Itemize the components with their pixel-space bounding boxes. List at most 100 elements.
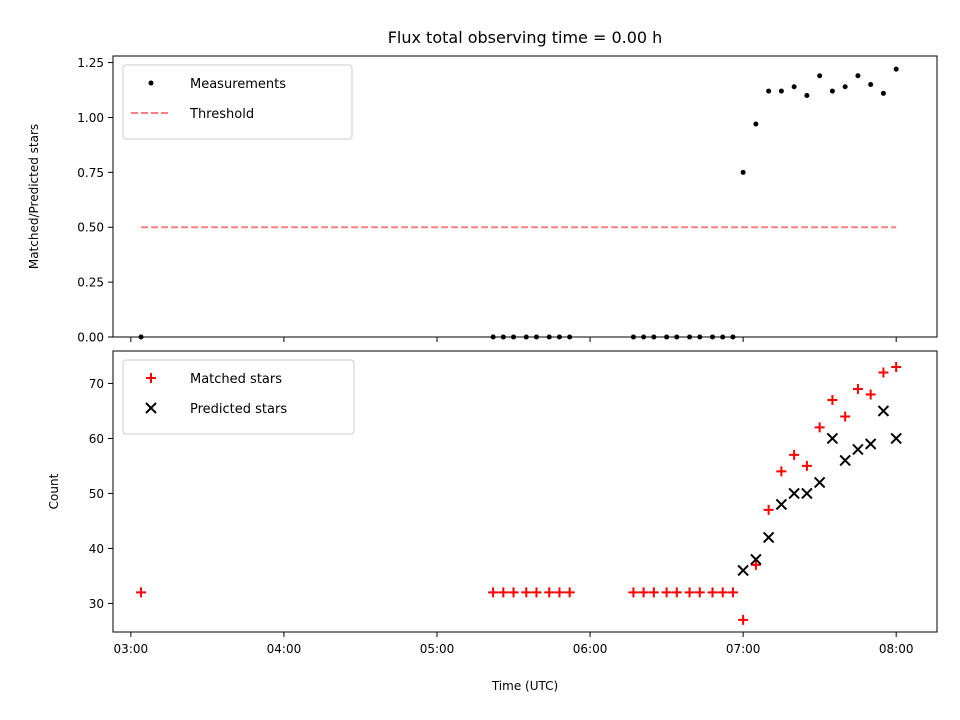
- data-point: [852, 443, 864, 456]
- data-point: [775, 498, 788, 511]
- bottom-series-predicted-stars: [737, 405, 902, 577]
- data-point: [707, 587, 718, 598]
- legend-marker-handle: [145, 402, 157, 414]
- data-point: [720, 334, 726, 340]
- data-point: [511, 334, 517, 340]
- data-point: [546, 334, 552, 340]
- data-point: [814, 422, 825, 433]
- data-point: [567, 334, 573, 340]
- data-point: [789, 449, 800, 460]
- data-point: [533, 334, 539, 340]
- bottom-x-axis-label: Time (UTC): [491, 679, 558, 693]
- data-point: [556, 334, 562, 340]
- data-point: [868, 82, 874, 88]
- data-point: [852, 383, 863, 394]
- data-point: [490, 334, 496, 340]
- data-point: [651, 334, 657, 340]
- data-point: [763, 504, 774, 515]
- legend-entry-label: Predicted stars: [190, 402, 287, 417]
- data-point: [839, 454, 851, 467]
- data-point: [488, 587, 499, 598]
- data-point: [740, 169, 746, 175]
- data-point: [791, 84, 797, 90]
- data-point: [674, 334, 680, 340]
- bottom-x-tick-label: 05:00: [420, 642, 455, 656]
- data-point: [544, 587, 555, 598]
- data-point: [813, 476, 826, 489]
- legend-entry-label: Matched stars: [190, 372, 282, 387]
- data-point: [750, 559, 761, 570]
- bottom-series-matched-stars: [136, 361, 902, 625]
- top-y-tick-label: 0.50: [77, 221, 104, 235]
- data-point: [648, 587, 659, 598]
- data-point: [638, 587, 649, 598]
- bottom-x-tick-label: 08:00: [879, 642, 914, 656]
- data-point: [880, 90, 886, 96]
- data-point: [564, 587, 575, 598]
- data-point: [878, 367, 889, 378]
- data-point: [776, 466, 787, 477]
- data-point: [865, 389, 876, 400]
- top-y-tick-label: 0.25: [77, 276, 104, 290]
- top-y-tick-label: 0.75: [77, 166, 104, 180]
- data-point: [890, 432, 902, 445]
- data-point: [687, 334, 693, 340]
- data-point: [891, 361, 902, 372]
- bottom-legend-box: [122, 359, 355, 435]
- data-point: [842, 84, 848, 90]
- data-point: [737, 564, 749, 577]
- legend-marker-handle: [146, 373, 156, 383]
- data-point: [778, 88, 784, 94]
- data-point: [827, 394, 838, 405]
- data-point: [661, 587, 672, 598]
- data-point: [877, 405, 890, 417]
- bottom-axes-frame: [112, 350, 938, 633]
- data-point: [801, 460, 812, 471]
- data-point: [508, 587, 519, 598]
- data-point: [750, 553, 762, 566]
- data-point: [710, 334, 716, 340]
- top-y-tick-label: 0.00: [77, 331, 104, 345]
- top-y-axis-label: Matched/Predicted stars: [27, 124, 41, 269]
- data-point: [753, 121, 759, 127]
- bottom-panel: 03:00 04:00 05:00 06:00 07:00 08:00 30 40 50 60 70…: [47, 350, 938, 693]
- data-point: [554, 587, 565, 598]
- data-point: [694, 587, 705, 598]
- data-point: [521, 587, 532, 598]
- data-point: [531, 587, 542, 598]
- data-point: [829, 88, 835, 94]
- bottom-y-tick-label: 40: [89, 542, 104, 556]
- data-point: [664, 334, 670, 340]
- data-point: [738, 614, 749, 625]
- top-series-measurements: [138, 66, 899, 340]
- data-point: [766, 88, 772, 94]
- data-point: [717, 587, 728, 598]
- bottom-y-tick-label: 50: [89, 487, 104, 501]
- data-point: [804, 93, 810, 99]
- data-point: [840, 411, 851, 422]
- chart-title: Flux total observing time = 0.00 h: [388, 28, 663, 47]
- bottom-x-tick-label: 06:00: [573, 642, 608, 656]
- top-y-tick-label: 1.25: [77, 56, 104, 70]
- data-point: [864, 438, 877, 450]
- bottom-y-tick-label: 70: [89, 377, 104, 391]
- data-point: [523, 334, 529, 340]
- data-point: [788, 487, 800, 500]
- legend-entry-label: Measurements: [190, 77, 286, 92]
- data-point: [697, 334, 703, 340]
- bottom-x-tick-label: 04:00: [267, 642, 302, 656]
- top-panel: 0.00 0.25 0.50 0.75 1.00 1.25 Matched/Predicte…: [27, 55, 938, 345]
- data-point: [801, 487, 813, 500]
- bottom-y-axis-label: Count: [47, 473, 61, 509]
- data-point: [628, 587, 639, 598]
- data-point: [855, 73, 861, 79]
- data-point: [138, 334, 144, 340]
- data-point: [498, 587, 509, 598]
- data-point: [893, 66, 899, 72]
- bottom-y-tick-label: 30: [89, 597, 104, 611]
- top-y-tick-label: 1.00: [77, 111, 104, 125]
- legend-marker-handle: [148, 80, 154, 86]
- data-point: [136, 587, 147, 598]
- bottom-x-tick-label: 03:00: [114, 642, 149, 656]
